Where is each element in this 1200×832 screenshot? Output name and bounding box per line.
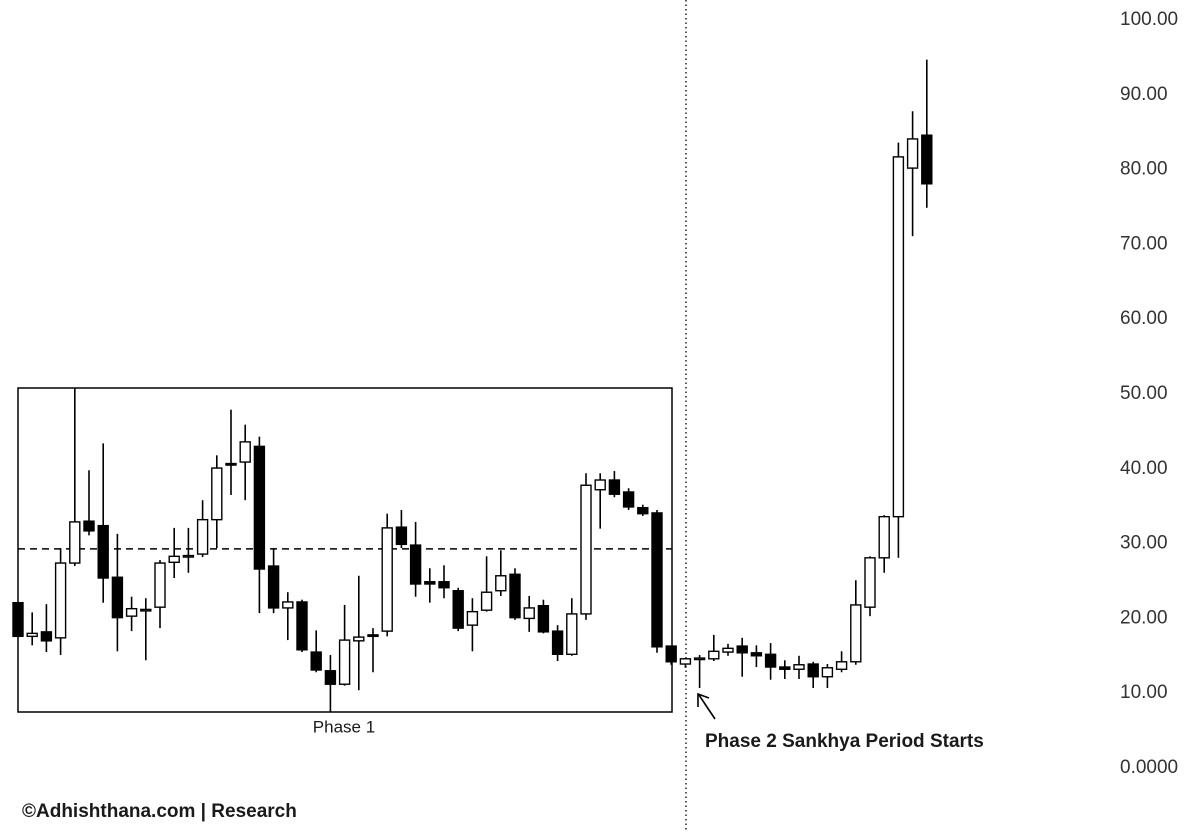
candle-body — [211, 467, 223, 521]
candle-body — [466, 610, 479, 626]
candle-body — [495, 575, 507, 592]
candle-body — [69, 521, 81, 564]
candle-body — [637, 506, 649, 515]
candle-body — [921, 134, 933, 185]
candle-body — [324, 670, 337, 685]
candle-body — [338, 639, 351, 685]
candle-body — [693, 657, 706, 661]
y-tick-label: 0.0000 — [1120, 757, 1178, 778]
phase-1-label: Phase 1 — [313, 717, 375, 736]
candle-body — [97, 524, 109, 579]
candle-body — [906, 138, 919, 169]
y-tick-label: 30.00 — [1120, 533, 1168, 554]
candle-body — [196, 518, 209, 555]
candle-body — [353, 636, 365, 642]
candle-body — [111, 576, 124, 619]
candle-body — [310, 651, 322, 671]
y-tick-label: 90.00 — [1120, 84, 1168, 105]
candle-body — [267, 565, 280, 609]
candle-body — [83, 520, 95, 532]
candle-body — [807, 663, 819, 678]
y-tick-label: 20.00 — [1120, 607, 1168, 628]
candle-body — [296, 601, 308, 651]
source: ©Adhishthana.com | Research — [22, 801, 297, 822]
candle-body — [154, 562, 166, 608]
candle-body — [140, 608, 152, 612]
y-tick-label: 60.00 — [1120, 308, 1168, 329]
candle-body — [54, 562, 67, 639]
candle-body — [665, 645, 677, 663]
candle-body — [580, 484, 592, 615]
candle-body — [779, 666, 791, 670]
candle-body — [395, 526, 408, 546]
y-tick-label: 80.00 — [1120, 159, 1168, 180]
candle-body — [750, 652, 763, 657]
candle-body — [367, 634, 379, 638]
candle-body — [409, 544, 422, 585]
candle-body — [764, 653, 777, 668]
candle-body — [12, 601, 24, 638]
candle-body — [835, 661, 848, 670]
phase-1-box — [17, 387, 673, 713]
candle-body — [722, 647, 734, 653]
candle-body — [225, 462, 237, 466]
candle-body — [708, 650, 720, 660]
candle-body — [850, 604, 862, 663]
candle-body — [239, 441, 251, 463]
candle-body — [182, 554, 195, 558]
phase-2-label: Phase 2 Sankhya Period Starts — [705, 731, 984, 752]
candle-body — [381, 527, 393, 632]
candle-body — [438, 581, 450, 589]
candle-body — [679, 658, 692, 665]
y-tick-label: 50.00 — [1120, 383, 1168, 404]
y-tick-label: 10.00 — [1120, 682, 1168, 703]
y-tick-label: 40.00 — [1120, 458, 1168, 479]
candle-body — [594, 479, 606, 491]
candle-body — [523, 607, 535, 620]
candle-body — [480, 591, 493, 611]
candle-body — [793, 664, 805, 670]
candle-body — [40, 631, 53, 642]
candle-body — [168, 555, 180, 563]
arrow — [697, 692, 716, 720]
candle-body — [282, 601, 294, 609]
candle-body — [26, 632, 38, 638]
candle-body — [622, 491, 635, 508]
candle-body — [608, 479, 621, 495]
candle-body — [864, 557, 876, 608]
candle-body — [651, 512, 663, 648]
candle-body — [566, 613, 578, 656]
candle-body — [551, 630, 564, 656]
candle-body — [509, 573, 521, 619]
candle-body — [125, 607, 138, 617]
y-tick-label: 100.00 — [1120, 9, 1178, 30]
candle-body — [821, 667, 834, 678]
candle-body — [878, 515, 890, 559]
candle-body — [253, 445, 266, 570]
candle-body — [452, 590, 464, 629]
candle-body — [736, 645, 748, 654]
candle-body — [892, 156, 905, 518]
candle-body — [424, 581, 436, 585]
y-tick-label: 70.00 — [1120, 233, 1168, 254]
candle-body — [537, 604, 550, 633]
